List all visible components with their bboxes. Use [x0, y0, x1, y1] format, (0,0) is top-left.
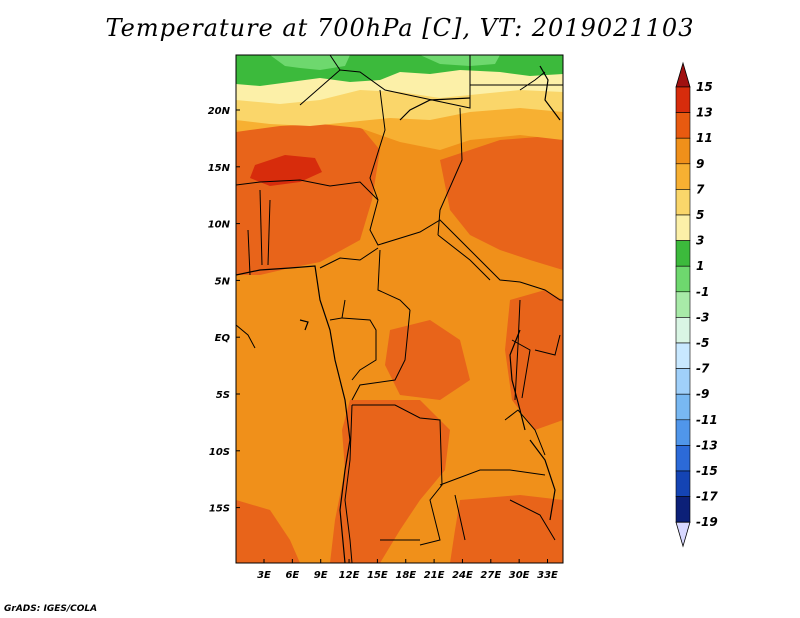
colorbar-label: 15	[696, 80, 713, 94]
colorbar-segment	[675, 214, 691, 241]
latitude-ticks: 20N 15N 10N 5N EQ 5S 10S 15S	[208, 106, 240, 515]
colorbar-segment	[675, 137, 691, 165]
colorbar-label: -17	[696, 490, 718, 504]
chart-title: Temperature at 700hPa [C], VT: 201902110…	[105, 14, 695, 42]
colorbar-top-arrow	[675, 61, 691, 88]
lon-tick-label: 33E	[537, 570, 558, 581]
temperature-field	[236, 55, 563, 563]
field-minus1-1	[270, 55, 350, 70]
lon-tick-label: 3E	[257, 570, 271, 581]
colorbar-segment	[675, 470, 691, 497]
field-11-13-southeast	[450, 495, 563, 563]
colorbar: 15 13 11 9 7 5 3 1 -1 -3 -5 -7 -9 -11 -13 -15 -17 -19	[675, 61, 718, 548]
field-11-13-south	[330, 400, 450, 563]
field-minus1-1-east	[420, 55, 500, 66]
colorbar-label: -7	[696, 362, 710, 376]
colorbar-label: 3	[696, 234, 704, 248]
colorbar-segment	[675, 419, 691, 446]
lon-tick-label: 6E	[285, 570, 299, 581]
colorbar-segment	[675, 112, 691, 139]
colorbar-label: -19	[696, 515, 718, 529]
field-11-13-east-sahel	[440, 135, 563, 270]
lon-tick-label: 21E	[424, 570, 445, 581]
colorbar-label: 11	[696, 131, 713, 145]
field-11-13-great-lakes	[505, 290, 563, 430]
colorbar-label: 1	[696, 259, 704, 273]
colorbar-segment	[675, 445, 691, 472]
colorbar-segment	[675, 265, 691, 293]
colorbar-label: -15	[696, 464, 718, 478]
colorbar-label: -1	[696, 285, 709, 299]
credit-text: GrADS: IGES/COLA	[4, 604, 98, 614]
lat-tick-label: 5N	[215, 276, 231, 287]
colorbar-segment	[675, 86, 691, 113]
colorbar-segment	[675, 317, 691, 344]
lat-tick-label: 5S	[216, 390, 230, 401]
lat-tick-label: EQ	[215, 333, 231, 344]
colorbar-label: 13	[696, 106, 713, 120]
lon-tick-label: 24E	[452, 570, 473, 581]
colorbar-segment	[675, 240, 691, 267]
colorbar-segment	[675, 368, 691, 395]
map-frame	[235, 54, 564, 564]
longitude-ticks: 3E 6E 9E 12E 15E 18E 21E 24E 27E 30E 33E	[257, 559, 558, 581]
lat-tick-label: 20N	[208, 106, 231, 117]
colorbar-label: -9	[696, 387, 709, 401]
colorbar-label: -13	[696, 438, 718, 452]
lat-tick-label: 10N	[208, 220, 231, 231]
lon-tick-label: 18E	[395, 570, 416, 581]
lon-tick-label: 27E	[480, 570, 501, 581]
lon-tick-label: 9E	[314, 570, 328, 581]
colorbar-label: 9	[696, 157, 704, 171]
country-borders	[236, 55, 563, 563]
colorbar-bottom-arrow	[675, 521, 691, 548]
colorbar-segment	[675, 291, 691, 318]
field-11-13-southwest	[236, 500, 300, 563]
field-11-13-congo	[385, 320, 470, 400]
lat-tick-label: 10S	[209, 447, 230, 458]
coastlines	[236, 65, 561, 563]
colorbar-label: 7	[696, 182, 705, 196]
colorbar-segment	[675, 496, 691, 523]
colorbar-segment	[675, 393, 691, 421]
lon-tick-label: 12E	[339, 570, 360, 581]
colorbar-label: -3	[696, 310, 709, 324]
lat-tick-label: 15S	[209, 504, 230, 515]
lat-tick-label: 15N	[208, 163, 231, 174]
lon-tick-label: 15E	[367, 570, 388, 581]
lon-tick-label: 30E	[509, 570, 530, 581]
colorbar-label: -5	[696, 336, 709, 350]
colorbar-segment	[675, 342, 691, 369]
colorbar-label: -11	[696, 413, 718, 427]
colorbar-segment	[675, 189, 691, 216]
colorbar-label: 5	[696, 208, 704, 222]
field-13-15	[250, 155, 322, 186]
colorbar-segment	[675, 163, 691, 190]
